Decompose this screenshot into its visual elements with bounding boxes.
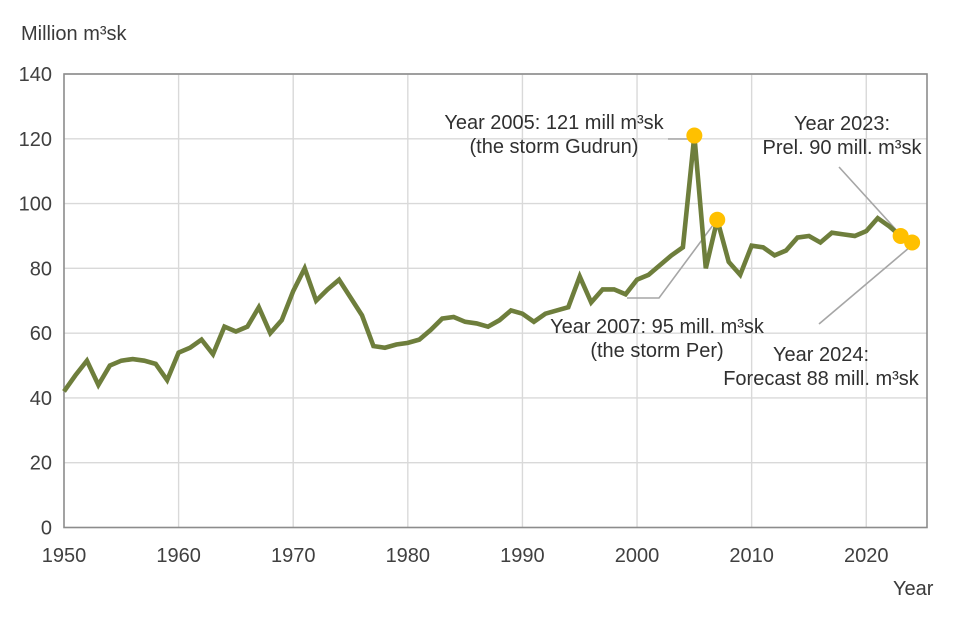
marker-2007 <box>709 211 726 228</box>
gridlines <box>64 73 927 528</box>
x-axis-title: Year <box>893 578 934 600</box>
y-tick-label: 100 <box>19 194 52 216</box>
annotation-2024-forecast: Year 2024: Forecast 88 mill. m³sk <box>723 343 919 391</box>
x-tick-label: 1970 <box>271 545 316 567</box>
y-tick-label: 140 <box>19 64 52 86</box>
y-axis-unit-title: Million m³sk <box>21 23 127 45</box>
annotation-2023-preliminary: Year 2023: Prel. 90 mill. m³sk <box>763 112 922 160</box>
leader-line-a2024 <box>818 246 911 325</box>
highlight-markers <box>686 127 921 251</box>
leader-line-a2007 <box>627 220 717 299</box>
y-tick-label: 80 <box>30 258 52 280</box>
x-axis-tick-labels: 1950 1960 1970 1980 1990 2000 2010 2020 <box>42 545 889 567</box>
x-tick-label: 1980 <box>386 545 431 567</box>
leader-line-a2023 <box>838 166 900 234</box>
x-tick-label: 2000 <box>615 545 660 567</box>
plot-border-rect <box>63 73 928 529</box>
marker-2005 <box>686 127 703 144</box>
annotation-line: (the storm Per) <box>590 340 724 362</box>
annotation-line: Prel. 90 mill. m³sk <box>762 137 922 159</box>
annotation-2005-gudrun: Year 2005: 121 mill m³sk (the storm Gudr… <box>444 111 663 159</box>
x-tick-label: 1960 <box>156 545 201 567</box>
y-axis-tick-labels: 0 20 40 60 80 100 120 140 <box>19 64 52 540</box>
annotation-line: Forecast 88 mill. m³sk <box>723 368 919 390</box>
y-tick-label: 40 <box>30 388 52 410</box>
annotation-line: Year 2005: 121 mill m³sk <box>444 112 664 134</box>
annotation-line: (the storm Gudrun) <box>469 136 639 158</box>
annual-felling-line <box>62 135 914 393</box>
annotation-line: Year 2024: <box>772 344 869 366</box>
x-tick-label: 2010 <box>729 545 774 567</box>
x-tick-label: 1990 <box>500 545 545 567</box>
annotation-2007-per: Year 2007: 95 mill. m³sk (the storm Per) <box>550 315 764 363</box>
annotation-line: Year 2023: <box>793 113 890 135</box>
marker-2024 <box>904 234 921 251</box>
y-tick-label: 0 <box>41 518 52 540</box>
annotation-line: Year 2007: 95 mill. m³sk <box>550 316 764 338</box>
plot-border <box>63 73 928 529</box>
y-tick-label: 60 <box>30 323 52 345</box>
felling-series-line <box>62 135 914 393</box>
y-tick-label: 120 <box>19 129 52 151</box>
annotation-leader-lines <box>627 138 911 325</box>
y-tick-label: 20 <box>30 453 52 475</box>
x-tick-label: 2020 <box>844 545 889 567</box>
x-tick-label: 1950 <box>42 545 87 567</box>
